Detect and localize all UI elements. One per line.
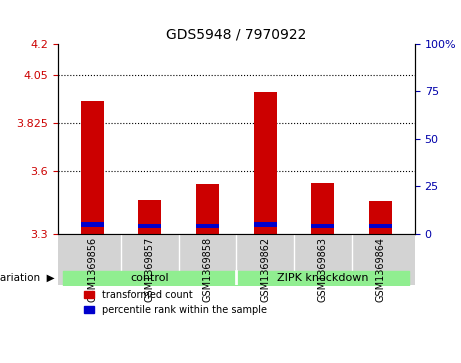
Bar xyxy=(196,224,219,228)
Text: ZIPK knockdown: ZIPK knockdown xyxy=(277,273,368,283)
Bar xyxy=(81,222,104,227)
Text: GSM1369863: GSM1369863 xyxy=(318,237,328,302)
Text: GSM1369856: GSM1369856 xyxy=(87,237,97,302)
Text: control: control xyxy=(130,273,169,283)
Bar xyxy=(196,184,219,234)
Bar xyxy=(138,200,161,234)
Bar xyxy=(369,224,392,228)
Bar xyxy=(311,183,334,234)
Text: GSM1369857: GSM1369857 xyxy=(145,237,155,302)
Text: GSM1369858: GSM1369858 xyxy=(202,237,213,302)
Text: GSM1369864: GSM1369864 xyxy=(375,237,385,302)
Legend: transformed count, percentile rank within the sample: transformed count, percentile rank withi… xyxy=(80,286,271,319)
Bar xyxy=(254,92,277,234)
Bar xyxy=(138,224,161,228)
Bar xyxy=(254,222,277,227)
Text: genotype/variation  ▶: genotype/variation ▶ xyxy=(0,273,55,283)
Title: GDS5948 / 7970922: GDS5948 / 7970922 xyxy=(166,27,307,41)
Text: GSM1369862: GSM1369862 xyxy=(260,237,270,302)
Bar xyxy=(369,201,392,234)
Bar xyxy=(81,101,104,234)
Bar xyxy=(311,224,334,228)
